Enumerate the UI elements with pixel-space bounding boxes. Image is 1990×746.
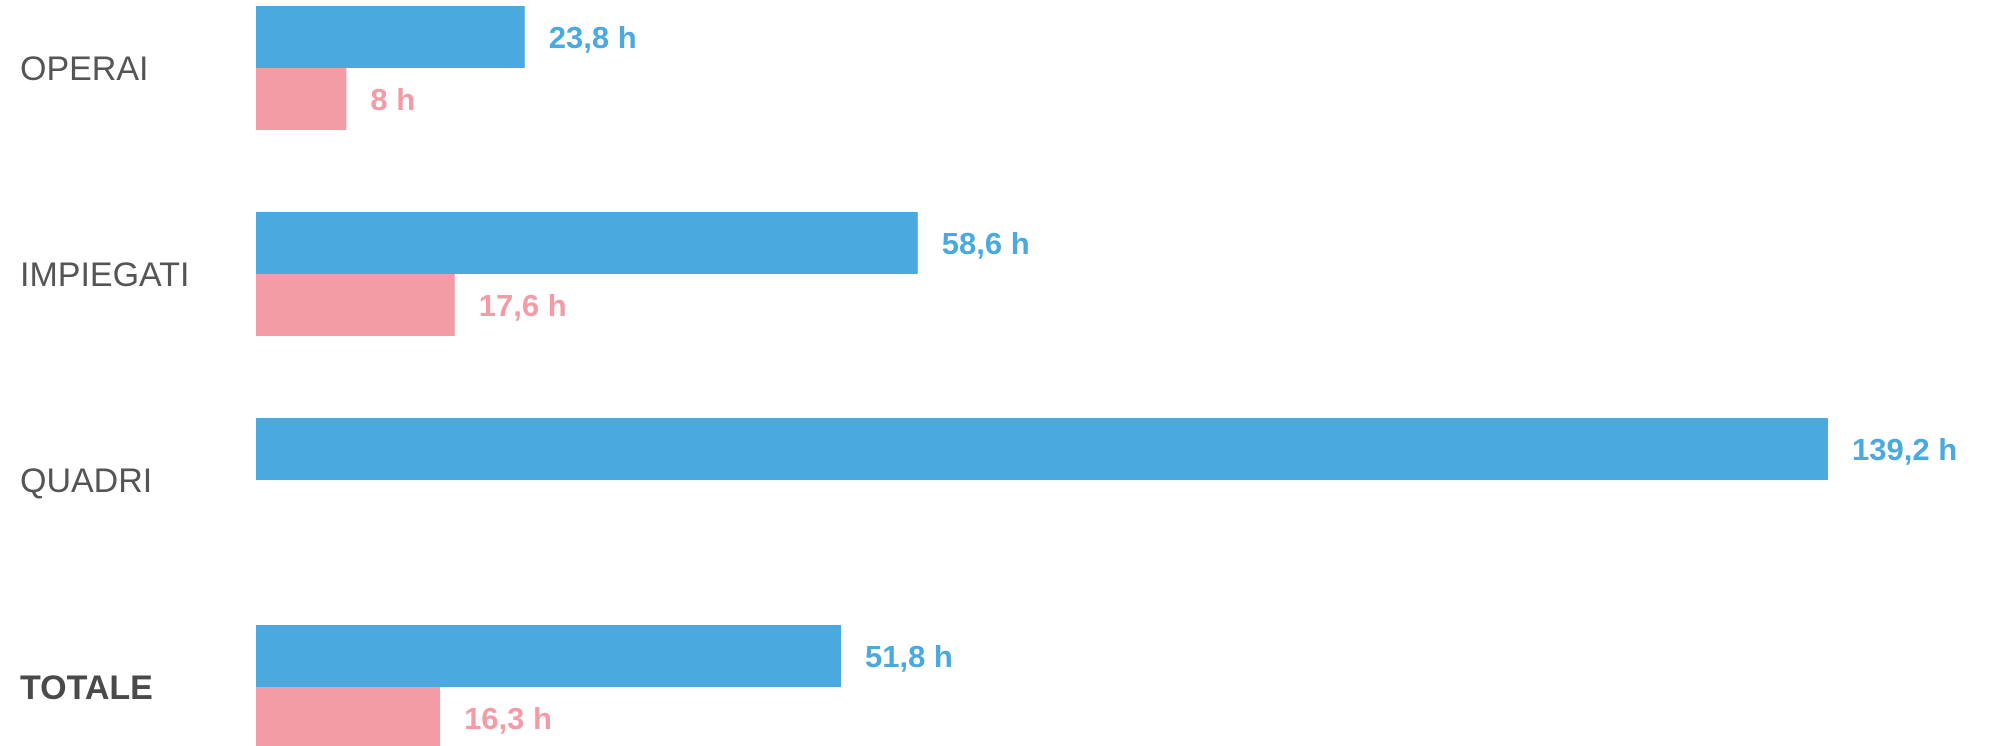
value-label-quadri-series-1: 139,2 h	[1852, 432, 1957, 467]
bar-quadri-series-1	[256, 418, 1828, 480]
category-label-totale: TOTALE	[20, 669, 153, 707]
value-labels: 23,8 h 8 h 58,6 h 17,6 h 139,2 h 51,8 h 16,3 h	[370, 20, 1957, 736]
category-label-operai: OPERAI	[20, 50, 148, 88]
bar-operai-series-2	[256, 68, 347, 130]
value-label-operai-series-2: 8 h	[370, 82, 415, 117]
category-label-impiegati: IMPIEGATI	[20, 256, 189, 294]
bar-impiegati-series-2	[256, 274, 455, 336]
value-label-impiegati-series-2: 17,6 h	[479, 288, 567, 323]
value-label-operai-series-1: 23,8 h	[549, 20, 637, 55]
bar-totale-series-2	[256, 687, 441, 746]
value-label-impiegati-series-1: 58,6 h	[942, 226, 1030, 261]
value-label-totale-series-2: 16,3 h	[464, 701, 552, 736]
value-label-totale-series-1: 51,8 h	[865, 639, 953, 674]
bar-totale-series-1	[256, 625, 841, 687]
bar-impiegati-series-1	[256, 212, 918, 274]
bars	[256, 6, 1828, 746]
bar-operai-series-1	[256, 6, 525, 68]
category-label-quadri: QUADRI	[20, 462, 152, 500]
category-labels: OPERAI IMPIEGATI QUADRI TOTALE	[20, 50, 189, 707]
